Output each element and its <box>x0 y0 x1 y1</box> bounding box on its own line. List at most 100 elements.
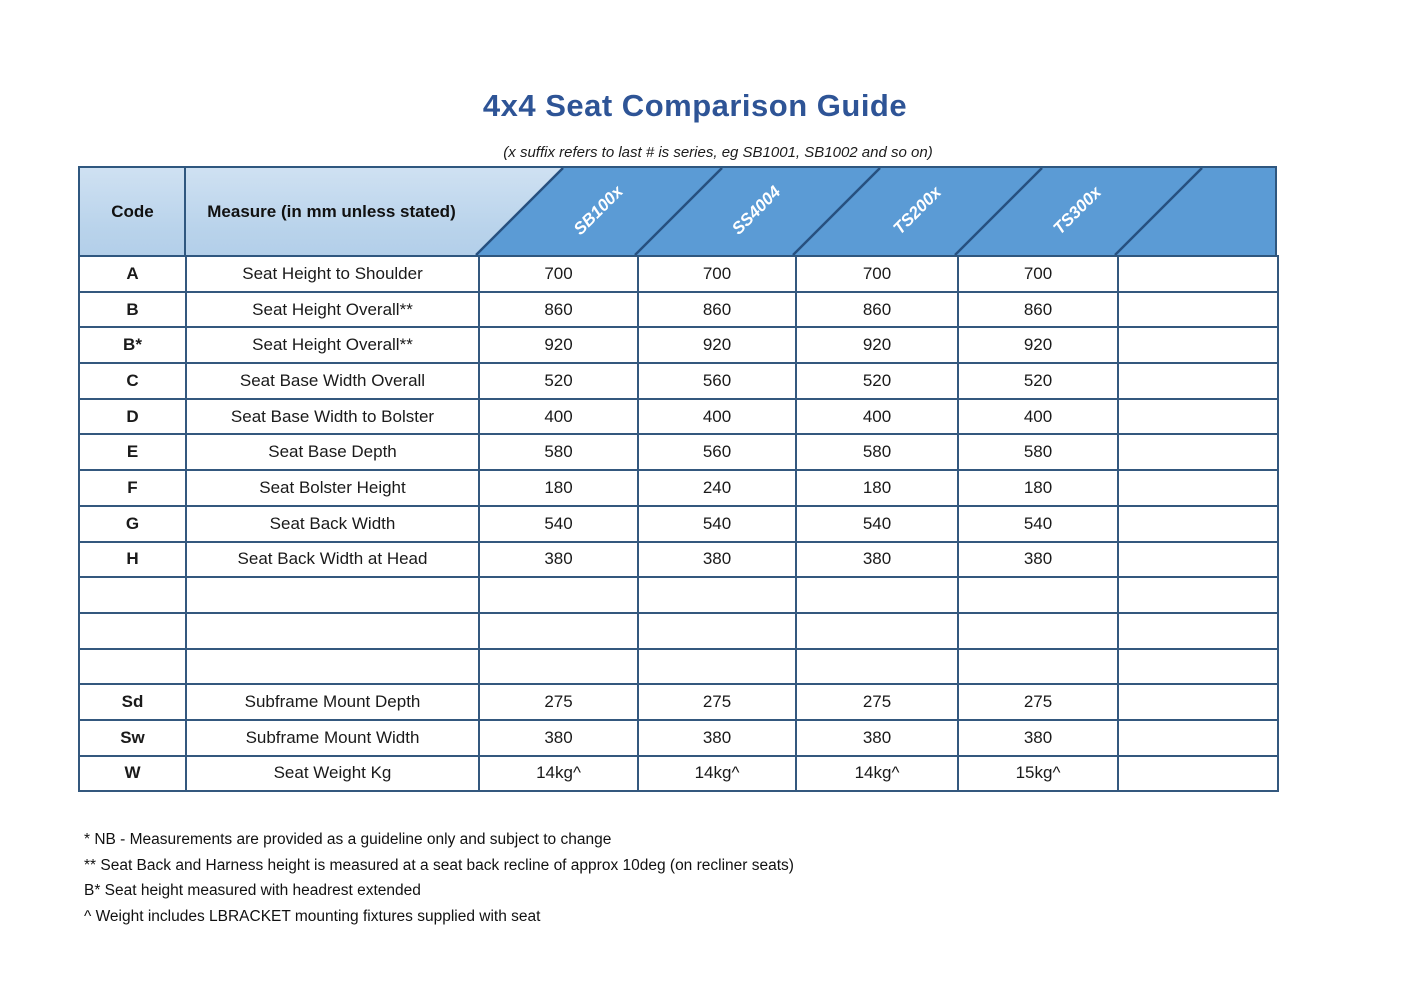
cell-empty <box>1117 576 1279 614</box>
cell-empty <box>1117 754 1279 793</box>
cell-value: 540 <box>795 504 959 543</box>
cell-empty <box>1117 397 1279 436</box>
cell-value <box>478 611 639 650</box>
table-row: H Seat Back Width at Head 380 380 380 38… <box>78 540 1279 579</box>
cell-value: 560 <box>637 362 797 400</box>
cell-value <box>637 647 797 686</box>
row-code: B* <box>78 326 187 365</box>
cell-value: 860 <box>957 290 1119 329</box>
cell-value <box>795 647 959 686</box>
row-measure: Seat Weight Kg <box>185 754 480 793</box>
row-measure: Seat Height to Shoulder <box>185 255 480 293</box>
cell-value: 540 <box>637 504 797 543</box>
cell-value: 380 <box>795 718 959 757</box>
cell-value <box>957 647 1119 686</box>
table-row: C Seat Base Width Overall 520 560 520 52… <box>78 362 1279 400</box>
code-column-header: Code <box>111 201 154 221</box>
cell-value: 860 <box>637 290 797 329</box>
cell-value: 15kg^ <box>957 754 1119 793</box>
row-measure: Seat Back Width at Head <box>185 540 480 579</box>
cell-value: 540 <box>478 504 639 543</box>
cell-value: 860 <box>478 290 639 329</box>
table-body: A Seat Height to Shoulder 700 700 700 70… <box>78 255 1279 793</box>
table-row: B Seat Height Overall** 860 860 860 860 <box>78 290 1279 329</box>
cell-value: 860 <box>795 290 959 329</box>
row-code: C <box>78 362 187 400</box>
row-measure: Seat Base Depth <box>185 433 480 472</box>
cell-value <box>795 611 959 650</box>
cell-value: 380 <box>478 718 639 757</box>
row-code: B <box>78 290 187 329</box>
table-row: Sd Subframe Mount Depth 275 275 275 275 <box>78 683 1279 721</box>
cell-value: 400 <box>795 397 959 436</box>
cell-value: 180 <box>795 469 959 507</box>
cell-value: 380 <box>957 718 1119 757</box>
cell-value: 380 <box>957 540 1119 579</box>
row-code: H <box>78 540 187 579</box>
row-code <box>78 647 187 686</box>
cell-empty <box>1117 611 1279 650</box>
row-measure: Seat Bolster Height <box>185 469 480 507</box>
page-subtitle: (x suffix refers to last # is series, eg… <box>503 144 933 161</box>
row-code: G <box>78 504 187 543</box>
row-code <box>78 611 187 650</box>
cell-empty <box>1117 290 1279 329</box>
row-code: W <box>78 754 187 793</box>
cell-value: 275 <box>795 683 959 721</box>
cell-empty <box>1117 326 1279 365</box>
cell-value: 920 <box>795 326 959 365</box>
cell-empty <box>1117 504 1279 543</box>
cell-value <box>795 576 959 614</box>
footnotes: * NB - Measurements are provided as a gu… <box>84 827 794 929</box>
row-measure: Seat Back Width <box>185 504 480 543</box>
cell-value: 380 <box>478 540 639 579</box>
cell-value: 400 <box>957 397 1119 436</box>
cell-value: 700 <box>478 255 639 293</box>
table-row: G Seat Back Width 540 540 540 540 <box>78 504 1279 543</box>
cell-value <box>637 576 797 614</box>
row-measure: Subframe Mount Depth <box>185 683 480 721</box>
row-measure: Seat Height Overall** <box>185 326 480 365</box>
cell-value: 560 <box>637 433 797 472</box>
cell-value: 700 <box>637 255 797 293</box>
cell-value: 380 <box>637 540 797 579</box>
cell-value: 520 <box>478 362 639 400</box>
cell-value: 380 <box>795 540 959 579</box>
cell-value: 180 <box>478 469 639 507</box>
cell-value: 700 <box>957 255 1119 293</box>
cell-value: 14kg^ <box>795 754 959 793</box>
row-measure: Subframe Mount Width <box>185 718 480 757</box>
table-header: SB100x SS4004 TS200x TS300x Code Measure… <box>78 166 1277 257</box>
cell-value: 180 <box>957 469 1119 507</box>
table-row: A Seat Height to Shoulder 700 700 700 70… <box>78 255 1279 293</box>
cell-value: 380 <box>637 718 797 757</box>
cell-value <box>637 611 797 650</box>
footnote-recline: ** Seat Back and Harness height is measu… <box>84 856 794 874</box>
cell-value: 275 <box>957 683 1119 721</box>
cell-value: 700 <box>795 255 959 293</box>
cell-empty <box>1117 540 1279 579</box>
row-measure: Seat Base Width Overall <box>185 362 480 400</box>
row-code: Sw <box>78 718 187 757</box>
row-measure <box>185 576 480 614</box>
diagonal-divider-4 <box>954 168 1043 255</box>
cell-value: 920 <box>957 326 1119 365</box>
row-measure: Seat Height Overall** <box>185 290 480 329</box>
cell-value: 920 <box>478 326 639 365</box>
row-code <box>78 576 187 614</box>
table-row: F Seat Bolster Height 180 240 180 180 <box>78 469 1279 507</box>
table-row <box>78 611 1279 650</box>
table-row <box>78 647 1279 686</box>
table-row <box>78 576 1279 614</box>
diagonal-divider-2 <box>634 168 723 255</box>
cell-empty <box>1117 683 1279 721</box>
cell-value: 520 <box>795 362 959 400</box>
cell-empty <box>1117 362 1279 400</box>
comparison-table: SB100x SS4004 TS200x TS300x Code Measure… <box>78 166 1279 793</box>
cell-value <box>478 576 639 614</box>
diagonal-divider-5 <box>1114 168 1203 255</box>
table-row: Sw Subframe Mount Width 380 380 380 380 <box>78 718 1279 757</box>
row-code: D <box>78 397 187 436</box>
cell-value: 400 <box>478 397 639 436</box>
cell-empty <box>1117 647 1279 686</box>
